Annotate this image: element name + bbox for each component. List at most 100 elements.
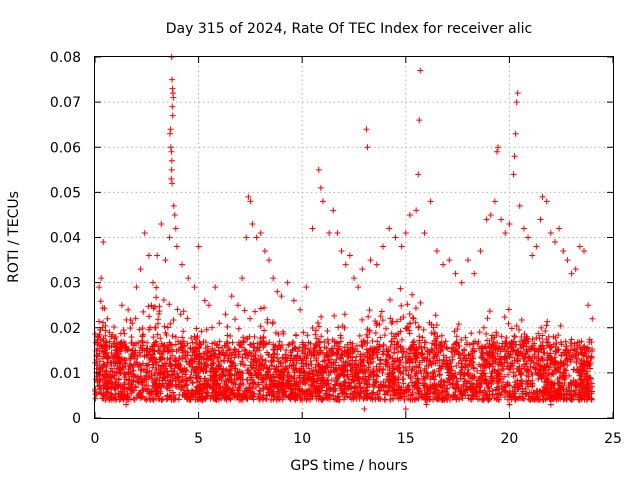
data-point [126,385,133,392]
data-point [261,327,268,334]
data-point [314,319,321,326]
data-point [453,362,460,369]
data-point [474,340,481,347]
x-tick-label: 20 [500,431,518,447]
data-point [533,396,540,403]
data-point [530,364,537,371]
data-point [459,391,466,398]
data-point [188,387,195,394]
data-point [490,338,497,345]
data-point [157,335,164,342]
data-point [158,369,165,376]
data-point [145,361,152,368]
data-point [402,405,409,412]
data-point [379,317,386,324]
data-point [491,198,498,205]
data-point [231,346,238,353]
data-point [417,299,424,306]
data-point [256,387,263,394]
data-point [195,243,202,250]
data-point [383,388,390,395]
data-point [231,354,238,361]
data-point [224,323,231,330]
data-point [149,356,156,363]
data-point [184,377,191,384]
data-point [163,344,170,351]
data-point [517,338,524,345]
data-point [193,364,200,371]
data-point [300,329,307,336]
data-point [166,339,173,346]
data-point [335,346,342,353]
data-point [156,308,163,315]
data-point [324,377,331,384]
data-point [440,352,447,359]
data-point [341,394,348,401]
y-axis-label: ROTI / TECUs [6,191,22,283]
data-point [562,367,569,374]
data-point [286,383,293,390]
data-point [205,302,212,309]
data-point [153,284,160,291]
data-point [476,345,483,352]
plot-frame [94,56,614,419]
data-point [111,352,118,359]
data-point [257,229,264,236]
data-point [470,365,477,372]
data-point [181,382,188,389]
data-point [420,326,427,333]
data-point [544,318,551,325]
data-point [447,360,454,367]
data-point [359,366,366,373]
data-point [466,361,473,368]
data-point [583,357,590,364]
data-point [243,234,250,241]
data-point [248,364,255,371]
data-point [408,345,415,352]
data-point [263,385,270,392]
data-point [234,377,241,384]
data-point [354,375,361,382]
data-point [345,384,352,391]
data-point [409,291,416,298]
data-point [439,389,446,396]
data-point [349,357,356,364]
data-point [448,370,455,377]
data-point [270,275,277,282]
data-point [538,374,545,381]
data-point [434,357,441,364]
data-point [585,353,592,360]
data-point [168,148,175,155]
data-point [581,362,588,369]
data-point [254,372,261,379]
data-point [120,370,127,377]
data-point [366,329,373,336]
data-point [346,360,353,367]
data-point [277,368,284,375]
data-point [398,302,405,309]
data-point [431,385,438,392]
data-point [251,356,258,363]
data-point [154,372,161,379]
data-point [522,353,529,360]
data-point [588,339,595,346]
data-point [445,375,452,382]
data-point [405,382,412,389]
data-point [416,117,423,124]
data-point [432,386,439,393]
data-point [522,366,529,373]
data-point [128,353,135,360]
data-point [506,388,513,395]
data-point [141,229,148,236]
data-point [545,333,552,340]
data-point [201,297,208,304]
data-point [539,363,546,370]
data-point [538,390,545,397]
data-point [132,360,139,367]
data-point [455,384,462,391]
data-point [158,354,165,361]
data-point [282,366,289,373]
data-point [378,308,385,315]
data-point [235,348,242,355]
data-point [310,377,317,384]
